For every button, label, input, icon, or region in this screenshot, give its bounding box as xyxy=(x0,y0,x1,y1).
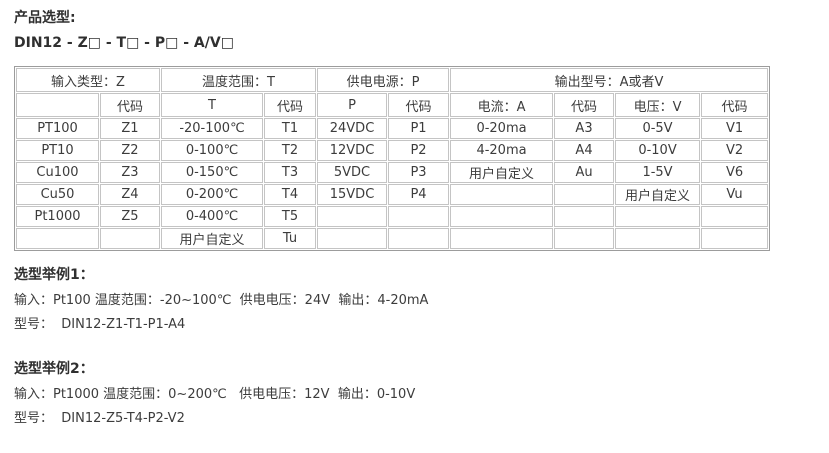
table-cell: 4-20ma xyxy=(450,140,554,161)
table-cell: 0-20ma xyxy=(450,118,554,139)
subheader-cell: 代码 xyxy=(554,93,615,117)
table-cell: V2 xyxy=(701,140,769,161)
table-cell xyxy=(554,206,615,227)
table-cell xyxy=(317,228,388,249)
table-cell: V1 xyxy=(701,118,769,139)
table-cell xyxy=(554,184,615,205)
table-subheader-row: 代码 T 代码 P 代码 电流：A 代码 电压：V 代码 xyxy=(16,93,769,117)
table-cell: 12VDC xyxy=(317,140,388,161)
table-cell: P2 xyxy=(388,140,450,161)
table-cell: T4 xyxy=(264,184,317,205)
table-cell: P4 xyxy=(388,184,450,205)
example-2-spec-line: 输入：Pt1000 温度范围：0~200℃ 供电电压：12V 输出：0-10V xyxy=(14,387,416,402)
table-row: PT10 Z2 0-100℃ T2 12VDC P2 4-20ma A4 0-1… xyxy=(16,140,769,161)
table-cell: 0-5V xyxy=(615,118,701,139)
group-header-output-model: 输出型号：A或者V xyxy=(450,68,769,92)
table-cell: 0-100℃ xyxy=(161,140,263,161)
table-cell: -20-100℃ xyxy=(161,118,263,139)
table-cell: 用户自定义 xyxy=(615,184,701,205)
group-header-temp-range: 温度范围：T xyxy=(161,68,317,92)
table-cell: PT10 xyxy=(16,140,99,161)
table-cell: 用户自定义 xyxy=(161,228,263,249)
table-cell: Z4 xyxy=(100,184,160,205)
table-cell: T5 xyxy=(264,206,317,227)
example-1-spec-line: 输入：Pt100 温度范围：-20~100℃ 供电电压：24V 输出：4-20m… xyxy=(14,293,429,308)
table-cell: 0-200℃ xyxy=(161,184,263,205)
table-cell: Pt1000 xyxy=(16,206,99,227)
table-cell: V6 xyxy=(701,162,769,183)
subheader-cell: 代码 xyxy=(100,93,160,117)
subheader-cell: 电流：A xyxy=(450,93,554,117)
table-cell: PT100 xyxy=(16,118,99,139)
subheader-cell: P xyxy=(317,93,388,117)
table-cell: 0-150℃ xyxy=(161,162,263,183)
subheader-cell: 代码 xyxy=(701,93,769,117)
table-cell: T2 xyxy=(264,140,317,161)
table-cell xyxy=(450,206,554,227)
example-2-model-line: 型号： DIN12-Z5-T4-P2-V2 xyxy=(14,411,185,426)
table-cell: Z5 xyxy=(100,206,160,227)
table-row: Cu50 Z4 0-200℃ T4 15VDC P4 用户自定义 Vu xyxy=(16,184,769,205)
table-group-header-row: 输入类型：Z 温度范围：T 供电电源：P 输出型号：A或者V xyxy=(16,68,769,92)
group-header-input-type: 输入类型：Z xyxy=(16,68,160,92)
table-cell xyxy=(615,206,701,227)
example-1-heading: 选型举例1： xyxy=(14,267,94,283)
table-cell xyxy=(100,228,160,249)
table-cell: Z3 xyxy=(100,162,160,183)
page-content: 产品选型: DIN12 - Z□ - T□ - P□ - A/V□ 输入类型：Z… xyxy=(14,10,771,426)
table-cell: 0-10V xyxy=(615,140,701,161)
table-cell: P1 xyxy=(388,118,450,139)
table-cell xyxy=(450,228,554,249)
table-row: Pt1000 Z5 0-400℃ T5 xyxy=(16,206,769,227)
table-cell: 5VDC xyxy=(317,162,388,183)
table-cell xyxy=(701,228,769,249)
table-cell xyxy=(554,228,615,249)
table-cell xyxy=(317,206,388,227)
table-row: PT100 Z1 -20-100℃ T1 24VDC P1 0-20ma A3 … xyxy=(16,118,769,139)
table-cell: Cu50 xyxy=(16,184,99,205)
table-cell: 0-400℃ xyxy=(161,206,263,227)
subheader-cell: 电压：V xyxy=(615,93,701,117)
table-cell xyxy=(388,206,450,227)
table-cell xyxy=(388,228,450,249)
table-cell: T3 xyxy=(264,162,317,183)
subheader-cell: T xyxy=(161,93,263,117)
table-cell: Tu xyxy=(264,228,317,249)
table-cell: Au xyxy=(554,162,615,183)
table-cell: T1 xyxy=(264,118,317,139)
table-cell: Z1 xyxy=(100,118,160,139)
table-cell: 1-5V xyxy=(615,162,701,183)
example-2-heading: 选型举例2： xyxy=(14,361,94,377)
product-selection-table: 输入类型：Z 温度范围：T 供电电源：P 输出型号：A或者V 代码 T 代码 P… xyxy=(14,66,771,251)
table-cell: P3 xyxy=(388,162,450,183)
group-header-power-supply: 供电电源：P xyxy=(317,68,450,92)
table-cell: A4 xyxy=(554,140,615,161)
table-cell xyxy=(615,228,701,249)
table-row: Cu100 Z3 0-150℃ T3 5VDC P3 用户自定义 Au 1-5V… xyxy=(16,162,769,183)
subheader-cell: 代码 xyxy=(264,93,317,117)
page-title: 产品选型: xyxy=(14,10,76,26)
table-cell: 15VDC xyxy=(317,184,388,205)
table-cell: 用户自定义 xyxy=(450,162,554,183)
table-cell: Vu xyxy=(701,184,769,205)
table-cell xyxy=(701,206,769,227)
table-cell: Z2 xyxy=(100,140,160,161)
table-cell: Cu100 xyxy=(16,162,99,183)
table-cell: 24VDC xyxy=(317,118,388,139)
table-cell xyxy=(450,184,554,205)
table-cell: A3 xyxy=(554,118,615,139)
table-cell xyxy=(16,228,99,249)
example-1-model-line: 型号： DIN12-Z1-T1-P1-A4 xyxy=(14,317,186,332)
subheader-cell xyxy=(16,93,99,117)
subheader-cell: 代码 xyxy=(388,93,450,117)
model-code-line: DIN12 - Z□ - T□ - P□ - A/V□ xyxy=(14,35,234,51)
table-row: 用户自定义 Tu xyxy=(16,228,769,249)
